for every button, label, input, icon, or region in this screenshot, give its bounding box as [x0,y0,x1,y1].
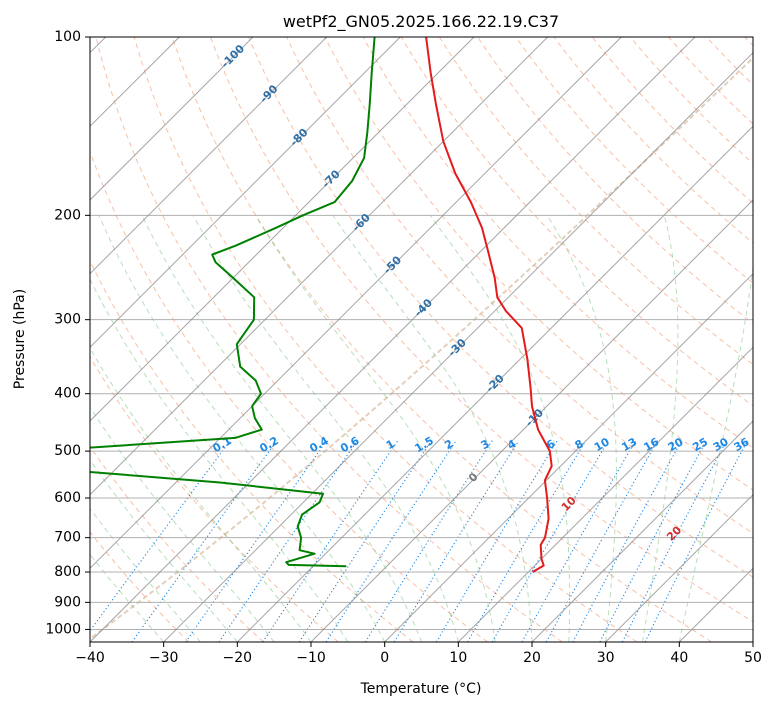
dry-adiabat [744,37,753,47]
mixing-ratio-label: 0.2 [257,434,280,455]
isotherm-gridline [90,37,622,570]
isotherm-gridline [236,125,753,642]
isotherm-gridline [90,37,549,496]
isotherm-gridline [163,51,753,642]
dry-adiabat [90,445,264,642]
moist-adiabat [141,215,422,642]
isotherm-gridline [678,567,753,642]
y-tick-label: 600 [54,490,81,506]
x-tick-label: 0 [380,650,389,666]
mixing-ratio-line [621,440,728,642]
mixing-ratio-line [599,440,707,642]
dry-adiabat [133,37,638,642]
isotherm-gridline [310,199,753,642]
sounding-series [90,37,553,573]
y-axis-label: Pressure (hPa) [12,289,28,389]
axis-ticks: −40 −30 −20 −10 0 10 20 30 40 5010020030040050060… [45,29,762,666]
dry-adiabat [171,37,712,642]
temperature-line [425,37,553,573]
bg-arc [90,56,753,640]
dry-adiabat [515,37,753,284]
dewpoint-line [90,37,376,568]
moist-adiabat [678,263,753,642]
dry-adiabat [90,150,488,642]
mixing-ratio-line [491,440,609,642]
isotherm-gridline [457,346,753,642]
dry-adiabat [210,37,753,623]
y-tick-label: 200 [54,207,81,223]
mixing-ratio-label: 2 [442,437,455,452]
mixing-ratio-line [90,440,231,632]
dry-adiabat [90,531,190,642]
x-tick-label: 20 [523,650,541,666]
dry-adiabat [668,37,753,125]
dry-adiabat [400,37,753,407]
dry-adiabat [90,356,339,642]
mixing-ratio-line [298,440,432,642]
dry-adiabat [90,259,414,642]
mixing-ratio-label: 4 [505,437,518,452]
isotherm-gridline [384,272,753,642]
y-tick-label: 900 [54,594,81,610]
mixing-ratio-line [521,440,637,642]
mixing-ratio-label: 1.5 [413,434,436,455]
x-tick-label: 10 [449,650,467,666]
plot-frame [89,36,754,643]
x-tick-label: 50 [744,650,762,666]
x-tick-label: −40 [75,650,105,666]
x-tick-label: 40 [670,650,688,666]
moist-adiabat [90,553,165,642]
background-lines [90,37,753,642]
isotherm-gridline [605,493,753,642]
dry-adiabat-label: 30 [772,550,775,570]
x-axis-label: Temperature (°C) [360,681,482,697]
isotherm-gridline [752,641,753,642]
x-tick-label: −20 [223,650,253,666]
y-tick-label: 400 [54,386,81,402]
y-tick-label: 500 [54,443,81,459]
dry-adiabat [591,37,753,204]
y-tick-label: 700 [54,530,81,546]
dry-adiabat [706,37,753,86]
mixing-ratio-line [364,440,493,642]
y-tick-label: 300 [54,312,81,328]
isotherm-gridline [90,37,401,349]
mixing-ratio-line [262,440,399,642]
dry-adiabat-label: 0 [466,470,481,485]
mixing-ratio-line [644,440,748,642]
dry-adiabat [438,37,753,366]
moist-adiabat [90,459,238,642]
x-tick-label: −30 [149,650,179,666]
moist-adiabat [192,215,459,642]
x-tick-label: −10 [296,650,326,666]
moist-adiabat [254,215,496,642]
mixing-ratio-line [393,440,520,642]
isotherm-gridline [90,37,475,422]
moist-adiabat [90,347,312,642]
mixing-ratio-label: 0.4 [307,434,331,455]
isotherm-gridline [531,420,753,642]
dry-adiabat [95,37,563,642]
mixing-ratio-line [325,440,457,642]
isotherm-gridline [90,37,696,642]
y-tick-label: 800 [54,564,81,580]
y-tick-label: 100 [54,29,81,45]
moist-adiabat [90,507,201,642]
mixing-ratio-line [545,440,659,642]
mixing-ratio-line [185,440,328,642]
x-tick-label: 30 [597,650,615,666]
moist-adiabat [546,215,617,642]
isotherm-gridline [90,37,254,201]
moist-adiabat [90,406,275,642]
y-tick-label: 1000 [45,621,81,637]
chart-title: wetPf2_GN05.2025.166.22.19.C37 [283,12,559,32]
dry-adiabat [248,37,753,578]
dry-adiabat-label: 10 [559,494,579,514]
moist-adiabat [332,215,533,642]
mixing-ratio-line [131,440,278,642]
moist-adiabat [642,215,679,642]
moist-adiabat [90,278,349,642]
isotherm-gridline [90,37,328,275]
